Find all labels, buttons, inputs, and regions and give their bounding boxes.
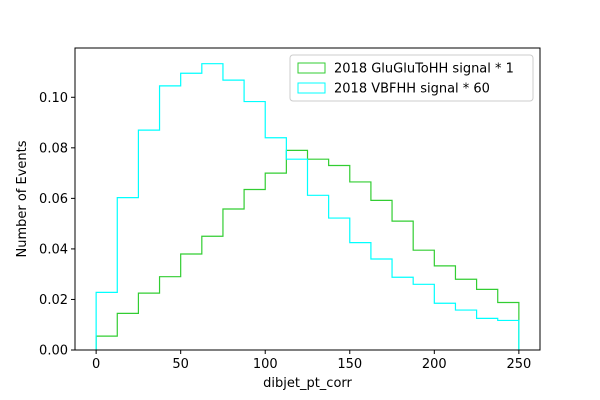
legend-swatch-glugluhh (297, 62, 326, 74)
y-tick-label: 0.00 (39, 344, 68, 359)
x-tick-label: 250 (506, 357, 531, 372)
x-ticks: 0 50 100 150 200 250 (92, 350, 531, 372)
y-tick-label: 0.02 (39, 293, 68, 308)
histogram-step-line (95, 63, 520, 350)
x-axis-label: dibjet_pt_corr (263, 376, 352, 391)
y-ticks: 0.00 0.02 0.04 0.06 0.08 0.10 (39, 91, 75, 359)
histogram-step-line (95, 149, 520, 350)
legend-box (289, 54, 534, 102)
legend-swatch-vbfhh (297, 82, 326, 94)
y-tick-label: 0.04 (39, 242, 68, 257)
series-vbfhh (95, 63, 520, 350)
x-tick-label: 200 (422, 357, 447, 372)
series-glugluhh (95, 149, 520, 350)
y-tick-label: 0.06 (39, 192, 68, 207)
y-tick-label: 0.08 (39, 141, 68, 156)
legend-label-vbfhh: 2018 VBFHH signal * 60 (334, 82, 490, 97)
y-axis-label: Number of Events (15, 140, 30, 257)
series-layer (95, 63, 520, 350)
legend: 2018 GluGluToHH signal * 1 2018 VBFHH si… (289, 54, 534, 102)
legend-label-glugluhh: 2018 GluGluToHH signal * 1 (334, 62, 514, 77)
y-tick-label: 0.10 (39, 91, 68, 106)
axes-frame (74, 47, 541, 351)
x-tick-label: 100 (253, 357, 278, 372)
x-tick-label: 0 (92, 357, 100, 372)
x-tick-label: 150 (337, 357, 362, 372)
x-tick-label: 50 (172, 357, 189, 372)
